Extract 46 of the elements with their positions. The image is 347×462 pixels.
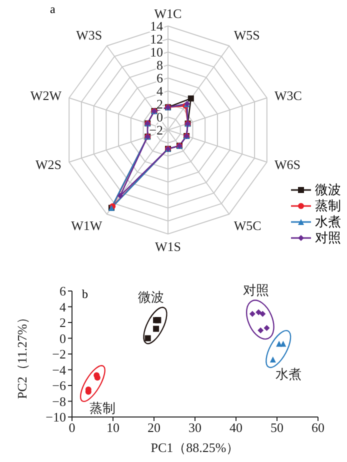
x-tick-label: 30 (188, 420, 202, 436)
y-tick-label: −2 (149, 122, 163, 138)
x-tick-label: 10 (106, 420, 120, 436)
legend-label: 蒸制 (315, 197, 341, 215)
y-tick-label: 4 (156, 84, 164, 98)
series-label: 水煮 (275, 366, 302, 382)
y-tick-label: 2 (156, 96, 163, 112)
spoke-label: W5C (234, 218, 262, 233)
x-tick-label: 50 (270, 420, 284, 436)
spoke-label: W3C (274, 88, 302, 104)
y-tick-label: 14 (150, 18, 164, 34)
legend-label: 水煮 (315, 213, 341, 231)
y-axis-title: PC2（11.27%） (14, 311, 30, 399)
legend-label: 微波 (315, 181, 341, 199)
y-tick-label: 6 (60, 284, 66, 299)
y-tick-label: −8 (52, 394, 66, 409)
y-tick-label: 0 (156, 110, 163, 124)
x-tick-label: 40 (230, 420, 242, 436)
series-label: 蒸制 (90, 400, 116, 416)
y-tick-label: 2 (60, 315, 66, 330)
y-tick-label: 6 (156, 70, 164, 86)
spoke-label: W2W (30, 88, 62, 104)
spoke-label: W5S (234, 27, 260, 42)
y-tick-label: −2 (52, 346, 66, 362)
y-tick-label: 10 (150, 44, 163, 60)
spoke-label: W3S (76, 27, 102, 42)
y-tick-label: 4 (60, 299, 66, 314)
spoke-label: W1C (154, 6, 182, 21)
chart-title: b (82, 287, 88, 302)
y-tick-label: −4 (52, 362, 66, 378)
series-label: 对照 (243, 282, 270, 298)
y-tick-label: −6 (52, 378, 66, 394)
legend-label: 对照 (315, 229, 341, 247)
spoke-label: W1W (71, 218, 103, 233)
spoke-label: W2S (35, 157, 62, 172)
y-tick-label: 12 (150, 32, 163, 46)
y-tick-label: −10 (46, 410, 66, 425)
spoke-label: W1S (155, 239, 181, 254)
x-tick-label: 60 (312, 420, 324, 436)
y-tick-label: 0 (60, 330, 66, 346)
chart-title: a (50, 2, 56, 17)
series-label: 微波 (138, 289, 164, 304)
x-axis-title: PC1（88.25%） (150, 440, 240, 455)
x-tick-label: 20 (148, 420, 160, 436)
spoke-label: W6S (274, 157, 301, 172)
y-tick-label: 8 (156, 58, 163, 72)
